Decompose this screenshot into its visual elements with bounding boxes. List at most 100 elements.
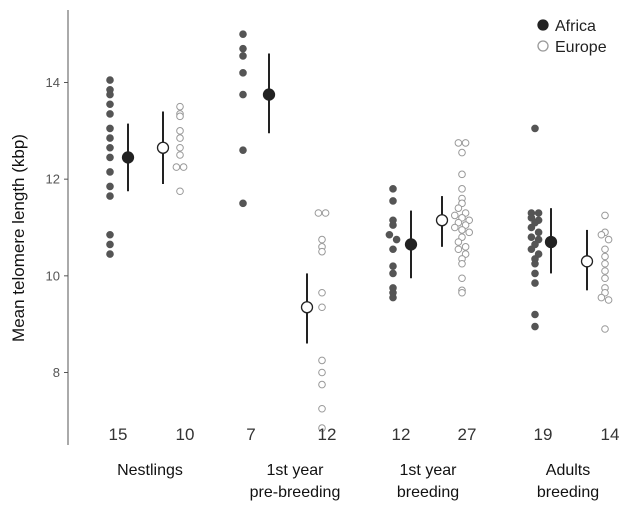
africa-point [390,263,397,270]
africa-point [532,270,539,277]
europe-mean-marker [302,302,313,313]
africa-point [528,234,535,241]
africa-point [240,31,247,38]
europe-point [319,236,326,243]
europe-point [322,210,329,217]
africa-point [532,280,539,287]
europe-point [455,246,462,253]
africa-point [390,294,397,301]
africa-point [390,270,397,277]
europe-point [602,275,609,282]
europe-point [459,289,466,296]
europe-point [177,135,184,142]
africa-point [240,200,247,207]
africa-point [390,246,397,253]
africa-sample-size: 19 [534,425,553,444]
africa-sample-size: 7 [246,425,255,444]
chart-marks: 15 10 7 12 12 27 19 14 [107,31,620,444]
europe-point [319,357,326,364]
europe-point [598,231,605,238]
europe-point [602,326,609,333]
africa-point [240,147,247,154]
europe-sample-size: 10 [176,425,195,444]
africa-point [240,45,247,52]
africa-point [107,231,114,238]
africa-point [107,111,114,118]
africa-point [107,91,114,98]
africa-sample-size: 15 [109,425,128,444]
europe-sample-size: 12 [318,425,337,444]
africa-point [532,260,539,267]
europe-point [459,260,466,267]
legend-europe-label: Europe [555,39,607,56]
europe-point [605,236,612,243]
africa-point [107,101,114,108]
africa-point [535,229,542,236]
europe-point [455,205,462,212]
europe-point [177,128,184,135]
africa-point [393,236,400,243]
x-category-label: breeding [537,484,599,501]
europe-point [452,212,459,219]
africa-point [107,144,114,151]
africa-point [107,193,114,200]
europe-point [455,140,462,147]
africa-point [107,154,114,161]
africa-mean-marker [546,237,557,248]
europe-point [459,149,466,156]
europe-point [602,260,609,267]
europe-point [180,164,187,171]
africa-point [386,231,393,238]
europe-point [177,113,184,120]
africa-point [240,91,247,98]
africa-point [528,246,535,253]
europe-point [605,297,612,304]
europe-point [602,253,609,260]
europe-point [459,186,466,193]
europe-point [602,246,609,253]
africa-point [240,70,247,77]
europe-point [602,212,609,219]
africa-sample-size: 12 [392,425,411,444]
africa-point [240,53,247,60]
africa-point [532,323,539,330]
y-axis-title: Mean telomere length (kbp) [9,134,28,342]
europe-point [177,144,184,151]
legend: Africa Europe [538,18,607,56]
legend-africa-label: Africa [555,18,596,35]
africa-point [107,241,114,248]
y-tick-label: 12 [46,172,60,187]
africa-point [107,169,114,176]
africa-mean-marker [123,152,134,163]
europe-point [315,210,322,217]
y-tick-label: 8 [53,365,60,380]
x-category-label: 1st year [267,462,325,479]
africa-point [528,224,535,231]
africa-point [107,125,114,132]
europe-mean-marker [582,256,593,267]
europe-point [173,164,180,171]
europe-mean-marker [158,142,169,153]
x-category-label: Nestlings [117,462,183,479]
y-tick-label: 14 [46,75,60,90]
y-tick-label: 10 [46,268,60,283]
europe-point [466,229,473,236]
africa-point [532,125,539,132]
europe-point [459,171,466,178]
africa-mean-marker [406,239,417,250]
europe-point [319,248,326,255]
europe-point [319,304,326,311]
africa-point [107,183,114,190]
africa-point [532,311,539,318]
europe-point [177,103,184,110]
europe-point [177,188,184,195]
africa-point [390,186,397,193]
x-category-label: pre-breeding [250,484,341,501]
europe-point [598,294,605,301]
europe-mean-marker [437,215,448,226]
europe-point [459,227,466,234]
europe-sample-size: 14 [601,425,620,444]
europe-point [459,275,466,282]
legend-europe-marker [538,41,548,51]
